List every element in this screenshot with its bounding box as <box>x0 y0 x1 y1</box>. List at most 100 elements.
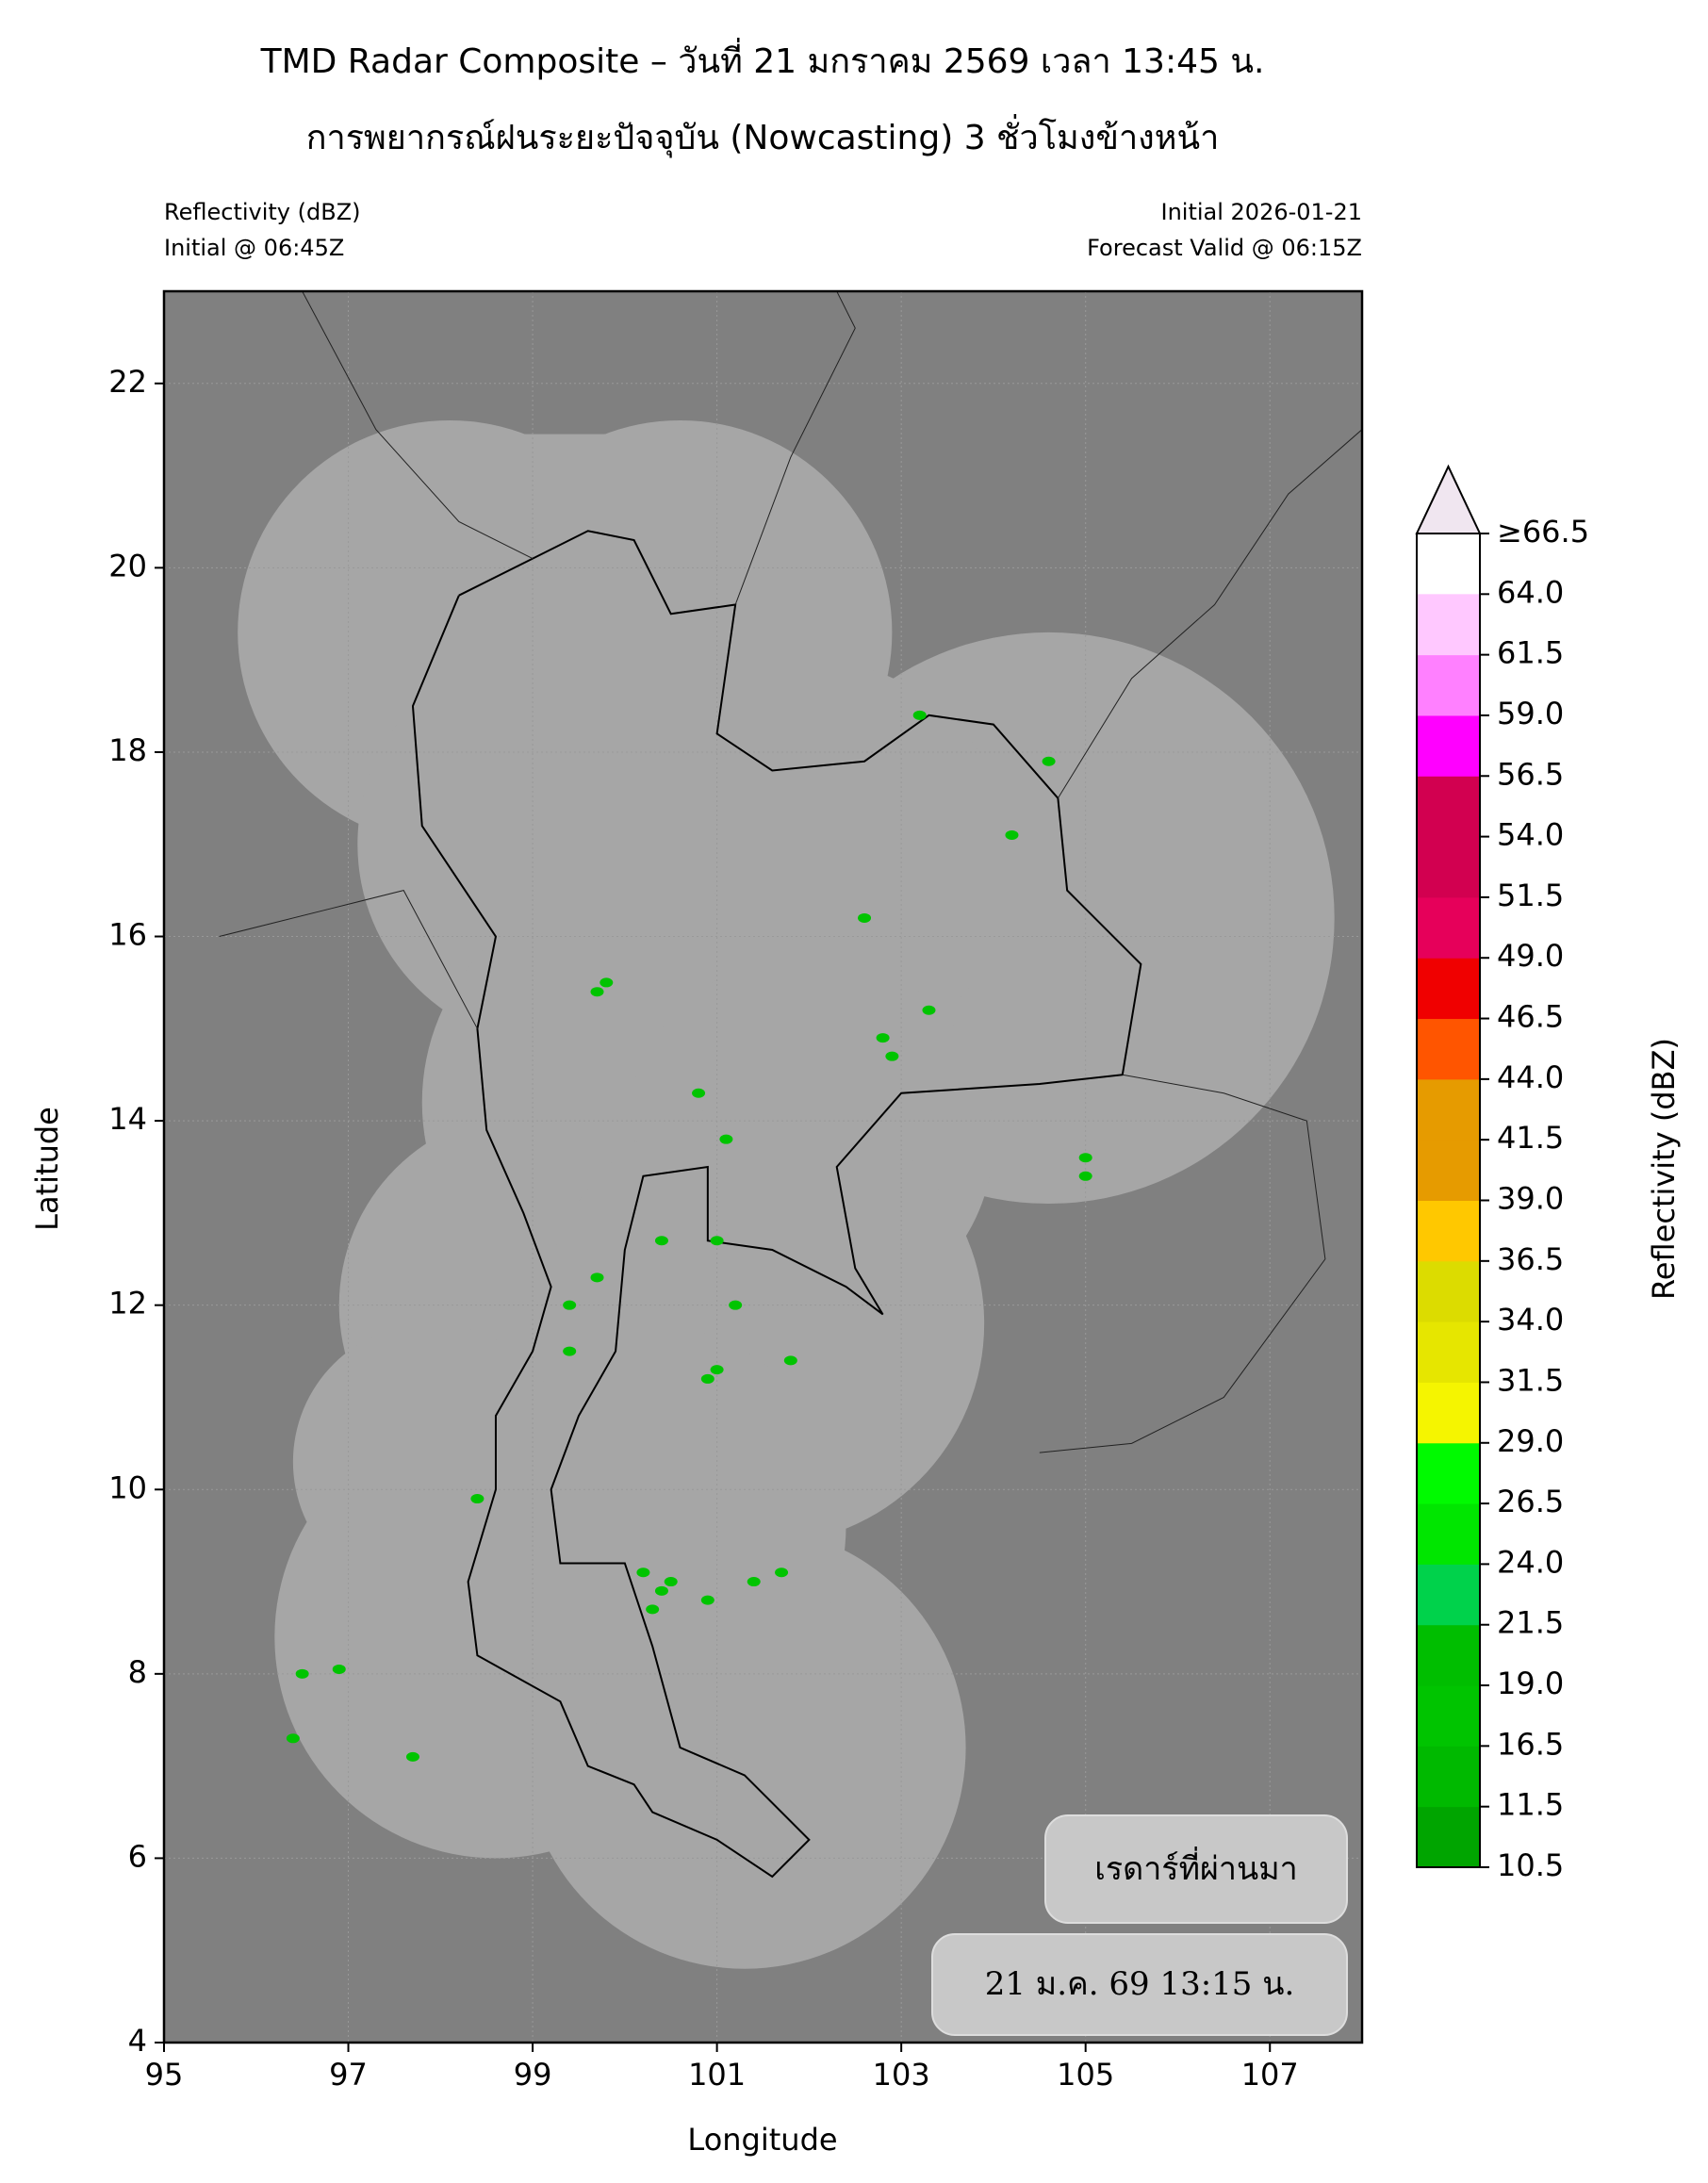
y-tick-label: 18 <box>108 732 147 768</box>
radar-echo <box>710 1236 724 1246</box>
colorbar-segment <box>1417 1564 1480 1626</box>
colorbar-label: Reflectivity (dBZ) <box>1646 1038 1682 1300</box>
colorbar-segment <box>1417 1806 1480 1868</box>
radar-echo <box>1078 1153 1092 1163</box>
neighbor-border <box>734 291 856 605</box>
radar-echo <box>1042 756 1056 766</box>
left-header: Initial @ 06:45Z <box>164 235 344 261</box>
colorbar-extend <box>1415 464 1482 534</box>
radar-echo <box>599 977 614 988</box>
colorbar-tick-label: 39.0 <box>1497 1181 1564 1217</box>
colorbar-tick-label: 10.5 <box>1497 1847 1564 1883</box>
radar-echo <box>405 1751 419 1762</box>
radar-echo <box>710 1365 724 1375</box>
y-tick-label: 10 <box>108 1469 147 1505</box>
y-tick-label: 20 <box>108 548 147 583</box>
radar-echo <box>1078 1171 1092 1181</box>
x-tick-label: 107 <box>1241 2057 1299 2093</box>
left-header: Reflectivity (dBZ) <box>164 199 361 225</box>
colorbar-tick-label: 21.5 <box>1497 1605 1564 1641</box>
radar-echo <box>876 1033 890 1043</box>
radar-echo <box>885 1051 899 1061</box>
radar-echo <box>775 1567 789 1578</box>
colorbar-tick-label: ≥66.5 <box>1497 514 1589 550</box>
y-tick-label: 22 <box>108 364 147 400</box>
radar-echo <box>654 1585 668 1596</box>
colorbar-segment <box>1417 958 1480 1020</box>
colorbar-tick-label: 44.0 <box>1497 1059 1564 1095</box>
radar-echo <box>747 1577 761 1587</box>
colorbar-segment <box>1417 896 1480 959</box>
radar-echo <box>719 1134 733 1144</box>
neighbor-border <box>302 291 534 560</box>
colorbar-tick-label: 59.0 <box>1497 696 1564 731</box>
right-header: Initial 2026-01-21 <box>1160 199 1362 225</box>
annotation-box <box>1044 1814 1348 1924</box>
colorbar-segment <box>1417 1321 1480 1383</box>
colorbar-segment <box>1417 1260 1480 1322</box>
radar-echo <box>664 1577 678 1587</box>
colorbar-segment <box>1417 654 1480 716</box>
colorbar-tick-label: 51.5 <box>1497 878 1564 913</box>
radar-echo <box>729 1300 743 1310</box>
annotation: 21 ม.ค. 69 13:15 น. <box>985 1965 1295 2003</box>
chart-title: TMD Radar Composite – วันที่ 21 มกราคม 2… <box>260 38 1265 81</box>
colorbar-tick-label: 34.0 <box>1497 1302 1564 1338</box>
y-tick-label: 16 <box>108 917 147 953</box>
colorbar-tick-label: 31.5 <box>1497 1362 1564 1398</box>
colorbar-tick-label: 36.5 <box>1497 1241 1564 1277</box>
colorbar-segment <box>1417 1746 1480 1808</box>
x-tick-label: 105 <box>1057 2057 1114 2093</box>
y-tick-label: 6 <box>128 1838 147 1874</box>
radar-echo <box>563 1300 577 1310</box>
x-tick-label: 101 <box>688 2057 746 2093</box>
colorbar-tick-label: 16.5 <box>1497 1726 1564 1762</box>
radar-echo <box>286 1733 300 1744</box>
radar-echo <box>590 987 604 997</box>
chart-subtitle: การพยากรณ์ฝนระยะปัจจุบัน (Nowcasting) 3 … <box>306 114 1220 158</box>
radar-coverage <box>403 434 745 845</box>
neighbor-border <box>1039 1074 1326 1453</box>
radar-echo <box>1005 829 1019 840</box>
y-axis-label: Latitude <box>29 1107 65 1231</box>
y-tick-label: 14 <box>108 1101 147 1137</box>
colorbar-tick-label: 26.5 <box>1497 1484 1564 1519</box>
radar-echo <box>922 1005 936 1015</box>
colorbar-tick-label: 46.5 <box>1497 999 1564 1035</box>
plot-frame <box>162 289 1364 2044</box>
colorbar-segment <box>1417 1685 1480 1747</box>
colorbar-segment <box>1417 836 1480 898</box>
neighbor-border <box>219 890 478 1029</box>
colorbar-tick-label: 61.5 <box>1497 635 1564 671</box>
radar-echo <box>858 912 872 923</box>
x-tick-label: 99 <box>514 2057 552 2093</box>
radar-echo <box>700 1373 714 1384</box>
radar-echo <box>692 1088 706 1098</box>
colorbar-tick-label: 49.0 <box>1497 938 1564 974</box>
x-axis-label: Longitude <box>687 2122 837 2158</box>
colorbar-tick-label: 29.0 <box>1497 1423 1564 1459</box>
colorbar-segment <box>1417 1200 1480 1262</box>
colorbar-segment <box>1417 1624 1480 1686</box>
radar-echo <box>646 1604 660 1615</box>
radar-echo <box>295 1668 309 1679</box>
radar-echo <box>700 1595 714 1605</box>
radar-echo <box>783 1355 797 1366</box>
radar-echo <box>332 1664 346 1674</box>
country-border <box>411 530 1142 1879</box>
y-tick-label: 8 <box>128 1654 147 1690</box>
annotation: เรดาร์ที่ผ่านมา <box>1094 1847 1298 1888</box>
radar-echo <box>654 1236 668 1246</box>
colorbar-tick-label: 54.0 <box>1497 817 1564 853</box>
colorbar-tick-label: 11.5 <box>1497 1787 1564 1823</box>
colorbar-segment <box>1417 1442 1480 1504</box>
colorbar-segment <box>1417 1078 1480 1141</box>
map-area <box>164 291 1362 2043</box>
colorbar-segment <box>1417 776 1480 838</box>
colorbar-segment <box>1417 1503 1480 1565</box>
radar-echo <box>912 710 927 720</box>
colorbar-tick-label: 24.0 <box>1497 1544 1564 1580</box>
radar-echo <box>563 1346 577 1356</box>
x-tick-label: 103 <box>873 2057 930 2093</box>
